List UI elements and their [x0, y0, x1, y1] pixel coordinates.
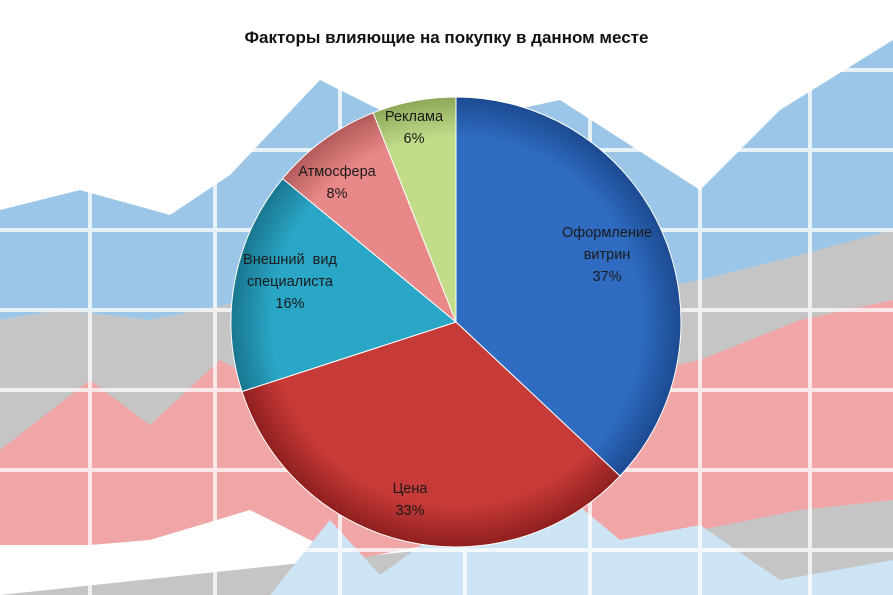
pie-slice-1	[455, 96, 682, 477]
slice-category-label-1: Оформление	[562, 225, 652, 241]
pie-slice-5	[372, 96, 457, 323]
slice-category-label-5: Реклама	[385, 109, 444, 125]
pie-slices	[230, 96, 682, 548]
slice-value-label-4: 8%	[327, 186, 348, 202]
slice-value-label-1: 37%	[592, 269, 621, 285]
slice-category-label-4: Атмосфера	[298, 164, 376, 180]
pie-slice-2	[241, 321, 621, 548]
slice-category-label-2: Цена	[393, 481, 429, 497]
pie-slice-3	[230, 177, 458, 393]
chart-title: Факторы влияющие на покупку в данном мес…	[244, 28, 649, 47]
slice-category-label-3: Внешний вид	[243, 252, 337, 268]
pie-labels: Оформление витрин 37% Цена 33% Внешний вид спе…	[243, 109, 652, 519]
slice-value-label-3: 16%	[275, 296, 304, 312]
pie-slice-4	[281, 112, 457, 323]
background-band-red	[0, 300, 893, 560]
slice-value-label-2: 33%	[395, 503, 424, 519]
background-band-light-blue	[270, 490, 893, 595]
slice-category-label-3: специалиста	[247, 274, 334, 290]
slice-category-label-1: витрин	[584, 247, 631, 263]
slice-value-label-5: 6%	[404, 131, 425, 147]
